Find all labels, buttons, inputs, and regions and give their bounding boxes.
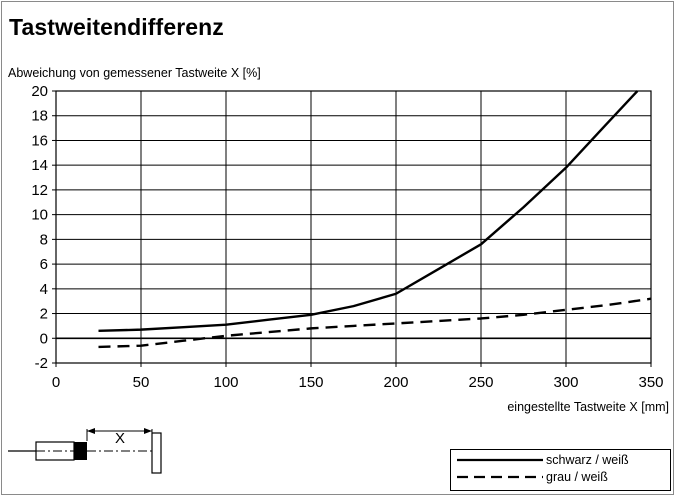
x-axis-label: eingestellte Tastweite X [mm] [507, 400, 669, 414]
legend-item-series-1: schwarz / weiß [451, 453, 670, 469]
y-tick-label: 16 [31, 132, 48, 149]
y-tick-label: 12 [31, 182, 48, 199]
series-lines [98, 90, 652, 349]
legend-dashed-line [457, 475, 543, 479]
y-tick-label: 14 [31, 157, 48, 174]
y-axis-label: Abweichung von gemessener Tastweite X [%… [8, 66, 261, 80]
series-line-1 [98, 90, 639, 333]
x-tick-label: 200 [383, 374, 408, 391]
y-tick-label: 20 [31, 83, 48, 100]
x-tick-label: 100 [213, 374, 238, 391]
legend: schwarz / weiß grau / weiß [450, 449, 671, 491]
grid [52, 90, 652, 367]
sensor-distance-diagram [8, 428, 162, 474]
y-tick-label: 6 [40, 256, 48, 273]
sensor-body-icon [8, 441, 87, 461]
x-tick-label: 150 [298, 374, 323, 391]
dimension-line [86, 428, 153, 441]
x-tick-label: 50 [133, 374, 150, 391]
y-tick-label: 18 [31, 108, 48, 125]
plot-area-border [55, 90, 652, 364]
legend-item-series-2: grau / weiß [451, 470, 670, 486]
y-tick-label: 8 [40, 231, 48, 248]
x-tick-label: 350 [638, 374, 663, 391]
y-tick-label: 2 [40, 306, 48, 323]
chart-title: Tastweitendifferenz [9, 14, 224, 40]
y-tick-label: 4 [40, 281, 48, 298]
x-tick-label: 300 [553, 374, 578, 391]
series-line-2 [98, 297, 652, 349]
distance-x-label: X [115, 430, 126, 447]
y-tick-label: 10 [31, 207, 48, 224]
x-tick-label: 0 [52, 374, 60, 391]
y-tick-label: 0 [40, 330, 48, 347]
legend-label: schwarz / weiß [546, 453, 629, 467]
target-object-icon [151, 432, 162, 474]
legend-solid-line [457, 458, 543, 462]
x-tick-label: 250 [468, 374, 493, 391]
y-tick-label: -2 [35, 355, 48, 372]
legend-label: grau / weiß [546, 470, 608, 484]
